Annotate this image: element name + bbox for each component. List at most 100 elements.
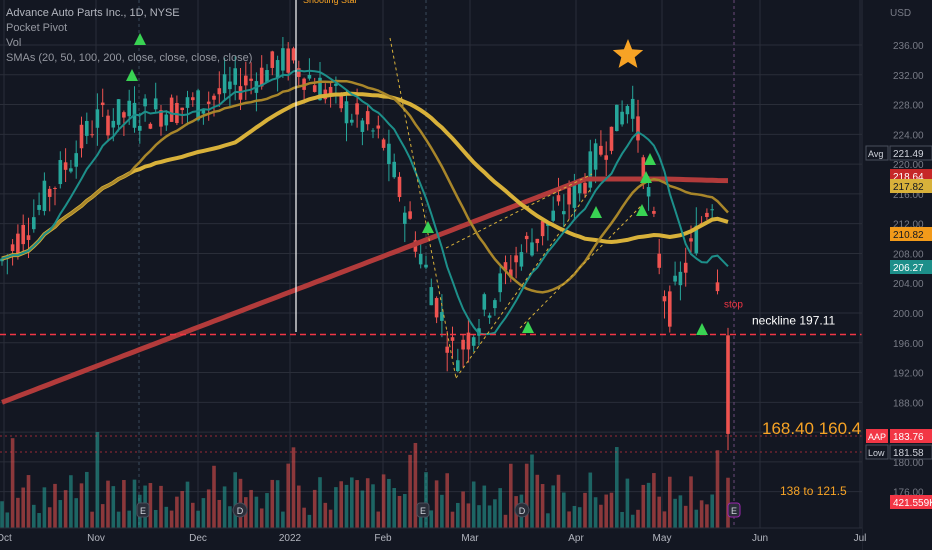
volume-bar [371, 484, 375, 528]
candle-body [524, 235, 529, 240]
volume-bar [599, 504, 603, 528]
volume-bar [148, 483, 153, 528]
volume-bar [376, 511, 381, 528]
volume-bar [689, 476, 693, 528]
candle-body [180, 107, 184, 111]
volume-bar [58, 500, 63, 528]
pocket-pivot-icon [134, 33, 146, 45]
candle-body [715, 282, 720, 292]
price-tick: 228.00 [893, 101, 924, 112]
volume-bar [381, 474, 386, 528]
candle-body [652, 211, 656, 214]
price-badge-value: 181.58 [893, 448, 924, 459]
candle-body [127, 100, 131, 117]
volume-bar [668, 476, 672, 528]
volume-bar [572, 505, 577, 528]
candle-body [265, 70, 269, 83]
volume-bar [683, 505, 688, 528]
price-axis[interactable]: USD176.00180.00184.00188.00192.00196.002… [861, 0, 932, 550]
time-tick: Apr [568, 533, 584, 544]
time-tick: Dec [189, 533, 207, 544]
volume-bar [567, 511, 571, 528]
candle-body [58, 160, 63, 185]
candle-body [556, 195, 561, 202]
candle-body [10, 244, 15, 251]
range-label: 138 to 121.5 [780, 484, 847, 498]
price-badge-tag [866, 429, 888, 443]
price-badge-tag [865, 145, 889, 161]
candle-body [403, 212, 407, 224]
volume-bar [90, 511, 94, 528]
candle-body [683, 262, 688, 273]
volume-bar [37, 513, 41, 528]
pocket-pivot-icon [422, 221, 434, 233]
candle-body [540, 221, 545, 237]
time-tick: Nov [87, 533, 105, 544]
volume-bar [652, 473, 656, 528]
currency-label: USD [890, 8, 911, 19]
time-axis[interactable]: Oct Nov Dec 2022 Feb Mar Apr May Jun Jul [0, 527, 866, 550]
volume-bar [328, 509, 333, 528]
volume-bar [461, 491, 465, 528]
volume-bar [456, 502, 460, 528]
volume-bar [556, 474, 561, 528]
indicator-volume[interactable]: Vol [6, 37, 22, 49]
volume-bar [715, 450, 720, 528]
price-badge-value: 221.49 [893, 149, 924, 160]
price-badge [890, 429, 932, 443]
volume-bar [726, 477, 730, 528]
volume-bars [0, 432, 730, 528]
volume-bar [524, 463, 529, 528]
price-badge-value: 421.559K [893, 498, 932, 509]
volume-bar [69, 475, 73, 528]
candle-body [567, 187, 571, 205]
volume-bar [26, 475, 31, 528]
price-badge-label: AAP [868, 432, 886, 442]
volume-bar [318, 477, 322, 528]
dividend-marker: D [519, 506, 526, 516]
volume-bar [191, 502, 195, 528]
candle-body [482, 294, 487, 310]
volume-bar [164, 506, 169, 528]
volume-bar [641, 484, 646, 528]
volume-bar [562, 492, 566, 528]
shooting-star-label: Shooting Star [303, 0, 358, 5]
volume-bar [85, 471, 89, 528]
time-tick: Jun [752, 533, 768, 544]
candle-body [32, 217, 36, 230]
volume-bar [636, 509, 640, 528]
symbol-title[interactable]: Advance Auto Parts Inc., 1D, NYSE [6, 7, 180, 19]
candle-body [551, 210, 555, 221]
candle-body [466, 332, 471, 350]
candle-body [668, 291, 672, 327]
price-tick: 192.00 [893, 369, 924, 380]
volume-bar [291, 447, 296, 528]
candle-body [599, 145, 603, 155]
candle-body [381, 139, 386, 148]
candle-body [360, 120, 365, 132]
indicator-pocket-pivot[interactable]: Pocket Pivot [6, 22, 68, 34]
indicator-smas[interactable]: SMAs (20, 50, 100, 200, close, close, cl… [6, 52, 253, 64]
candle-body [387, 143, 391, 165]
volume-bar [360, 490, 365, 528]
candle-body [16, 233, 20, 256]
candle-body [493, 300, 497, 309]
candle-body [604, 155, 608, 160]
volume-bar [175, 496, 179, 528]
volume-bar [116, 511, 121, 528]
volume-bar [265, 493, 269, 528]
candle-body [191, 97, 195, 101]
volume-bar [32, 504, 36, 528]
volume-bar [281, 511, 285, 528]
candle-body [148, 123, 153, 129]
candle-body [307, 74, 312, 79]
candle-body [212, 95, 216, 100]
volume-bar [344, 484, 349, 528]
volume-bar [588, 472, 593, 528]
volume-bar [355, 480, 359, 528]
candle-body [630, 98, 635, 119]
candle-body [159, 110, 163, 127]
candle-body [641, 157, 646, 183]
candle-body [408, 211, 412, 219]
